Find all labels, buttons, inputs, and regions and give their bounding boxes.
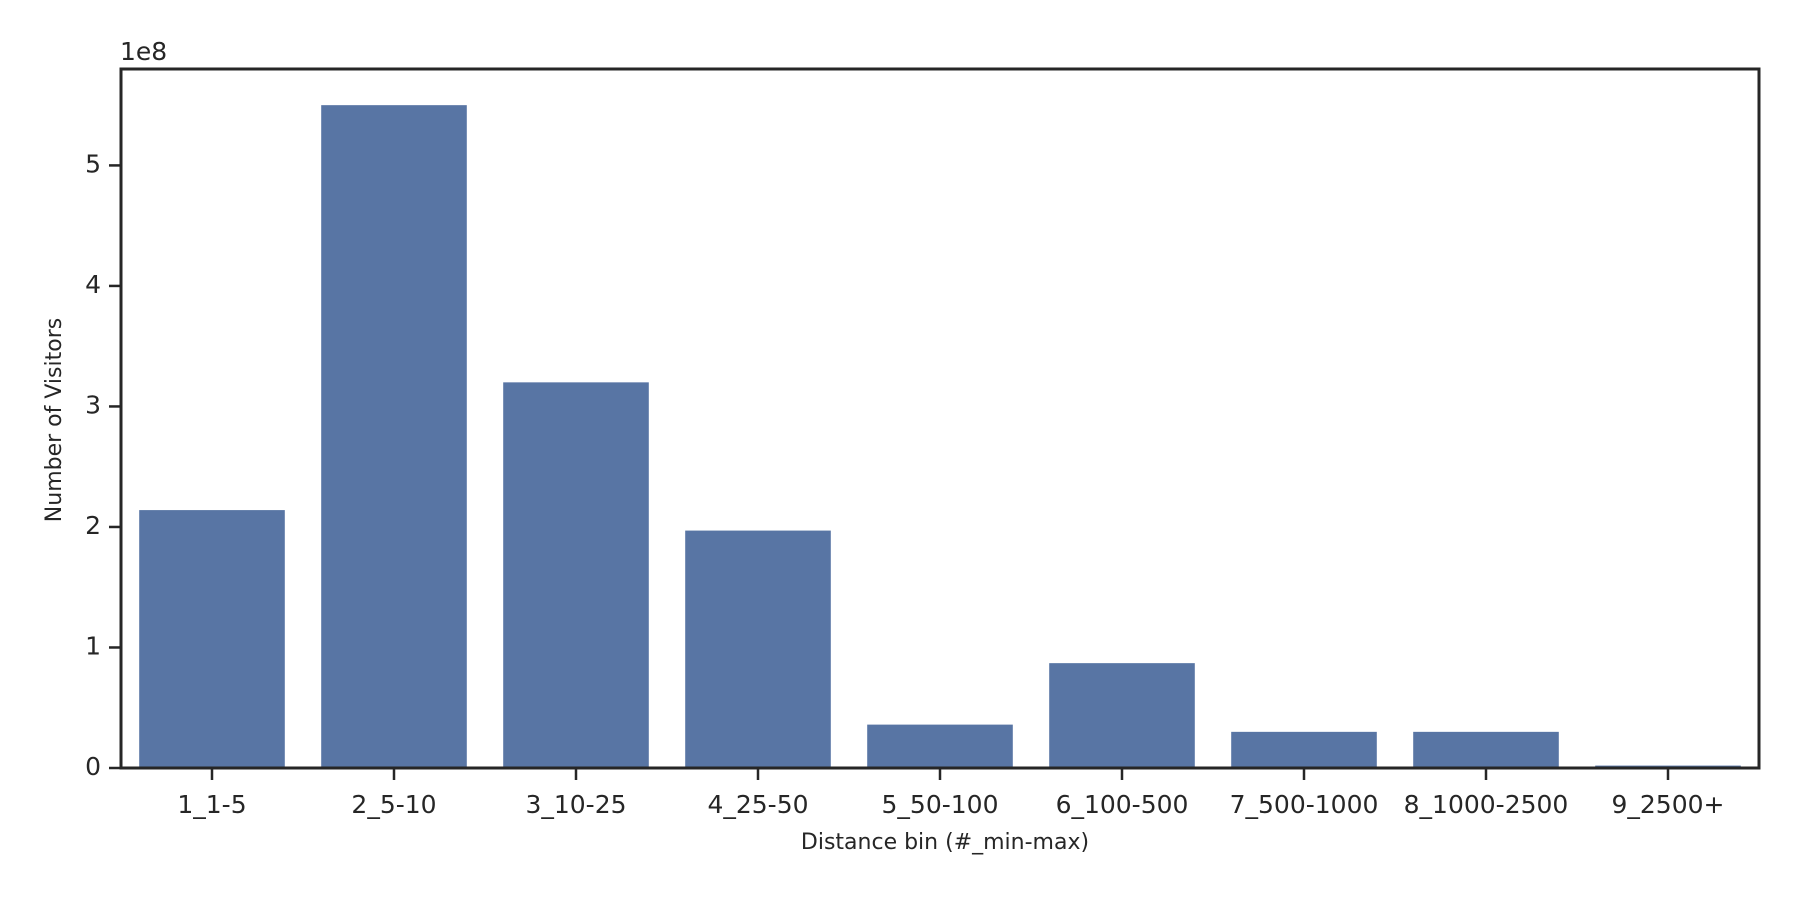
x-tick-label: 4_25-50 (707, 790, 808, 819)
y-axis-label: Number of Visitors (42, 318, 67, 522)
x-tick-label: 2_5-10 (351, 790, 436, 819)
x-tick-label: 8_1000-2500 (1404, 790, 1569, 819)
x-axis-label: Distance bin (#_min-max) (801, 830, 1089, 855)
bar (1231, 731, 1377, 768)
bar (867, 724, 1013, 768)
bar (321, 105, 467, 769)
x-tick-label: 6_100-500 (1056, 790, 1189, 819)
bar (139, 510, 285, 768)
bar (1413, 731, 1559, 768)
x-tick-label: 1_1-5 (177, 790, 246, 819)
bar (1049, 663, 1195, 768)
y-tick-label: 1 (85, 631, 101, 660)
x-tick-label: 9_2500+ (1612, 790, 1725, 819)
y-offset-label: 1e8 (120, 37, 167, 66)
bar (685, 530, 831, 768)
bar (503, 382, 649, 768)
y-tick-label: 2 (85, 511, 101, 540)
x-tick-label: 5_50-100 (882, 790, 999, 819)
y-tick-label: 4 (85, 270, 101, 299)
plot-frame (119, 67, 1761, 770)
x-tick-label: 3_10-25 (525, 790, 626, 819)
x-tick-label: 7_500-1000 (1230, 790, 1379, 819)
y-tick-label: 0 (85, 752, 101, 781)
y-tick-label: 3 (85, 390, 101, 419)
y-tick-label: 5 (85, 149, 101, 178)
